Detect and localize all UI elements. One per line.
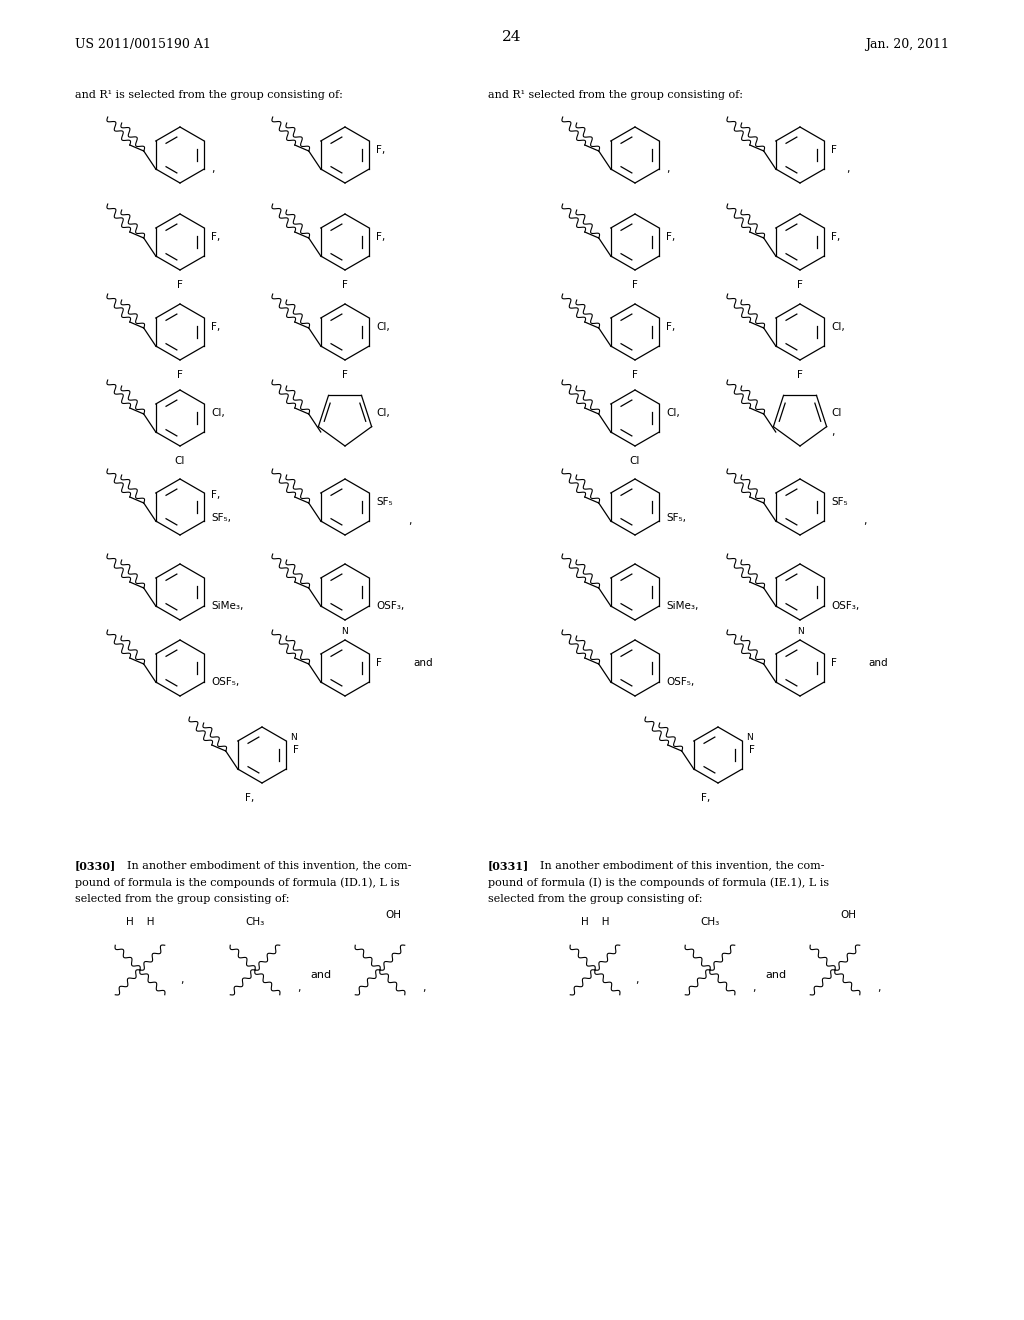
Text: ,: , (297, 983, 300, 993)
Text: pound of formula (I) is the compounds of formula (IE.1), L is: pound of formula (I) is the compounds of… (488, 876, 829, 887)
Text: SF₅: SF₅ (831, 498, 848, 507)
Text: selected from the group consisting of:: selected from the group consisting of: (75, 894, 290, 904)
Text: In another embodiment of this invention, the com-: In another embodiment of this invention,… (120, 861, 412, 870)
Text: SF₅,: SF₅, (666, 513, 686, 523)
Text: SF₅: SF₅ (376, 498, 392, 507)
Text: F,: F, (666, 322, 675, 333)
Text: 24: 24 (502, 30, 522, 44)
Text: N: N (745, 733, 753, 742)
Text: Cl: Cl (175, 455, 185, 466)
Text: SiMe₃,: SiMe₃, (666, 601, 698, 611)
Text: F: F (632, 280, 638, 290)
Text: F: F (293, 744, 299, 755)
Text: F,: F, (666, 232, 675, 242)
Text: and: and (310, 970, 331, 979)
Text: ,: , (211, 164, 214, 174)
Text: Cl,: Cl, (211, 408, 224, 418)
Text: ,: , (635, 975, 639, 985)
Text: OH: OH (385, 909, 401, 920)
Text: ,: , (877, 983, 881, 993)
Text: F,: F, (211, 322, 220, 333)
Text: F: F (177, 370, 183, 380)
Text: ,: , (180, 975, 183, 985)
Text: F: F (797, 280, 803, 290)
Text: Jan. 20, 2011: Jan. 20, 2011 (865, 38, 949, 51)
Text: [0331]: [0331] (488, 861, 529, 871)
Text: F,: F, (246, 793, 255, 803)
Text: OSF₃,: OSF₃, (376, 601, 404, 611)
Text: N: N (290, 733, 297, 742)
Text: ,: , (408, 516, 412, 525)
Text: H    H: H H (581, 917, 609, 927)
Text: N: N (797, 627, 804, 636)
Text: and R¹ selected from the group consisting of:: and R¹ selected from the group consistin… (488, 90, 743, 100)
Text: ,: , (863, 516, 866, 525)
Text: F: F (749, 744, 755, 755)
Text: pound of formula is the compounds of formula (ID.1), L is: pound of formula is the compounds of for… (75, 876, 399, 887)
Text: CH₃: CH₃ (700, 917, 720, 927)
Text: N: N (342, 627, 348, 636)
Text: F: F (376, 657, 382, 668)
Text: US 2011/0015190 A1: US 2011/0015190 A1 (75, 38, 211, 51)
Text: F,: F, (211, 490, 220, 500)
Text: selected from the group consisting of:: selected from the group consisting of: (488, 894, 702, 904)
Text: F,: F, (831, 232, 841, 242)
Text: F: F (831, 657, 837, 668)
Text: and R¹ is selected from the group consisting of:: and R¹ is selected from the group consis… (75, 90, 343, 100)
Text: ,: , (422, 983, 426, 993)
Text: Cl,: Cl, (666, 408, 680, 418)
Text: OSF₃,: OSF₃, (831, 601, 859, 611)
Text: F: F (342, 370, 348, 380)
Text: In another embodiment of this invention, the com-: In another embodiment of this invention,… (534, 861, 824, 870)
Text: SiMe₃,: SiMe₃, (211, 601, 244, 611)
Text: F: F (177, 280, 183, 290)
Text: ,: , (846, 164, 849, 174)
Text: ,: , (831, 426, 835, 437)
Text: F: F (831, 145, 837, 154)
Text: OSF₅,: OSF₅, (211, 677, 240, 686)
Text: ,: , (752, 983, 756, 993)
Text: F,: F, (701, 793, 711, 803)
Text: Cl: Cl (630, 455, 640, 466)
Text: F: F (342, 280, 348, 290)
Text: ,: , (666, 164, 670, 174)
Text: OSF₅,: OSF₅, (666, 677, 694, 686)
Text: [0330]: [0330] (75, 861, 117, 871)
Text: OH: OH (840, 909, 856, 920)
Text: F: F (797, 370, 803, 380)
Text: CH₃: CH₃ (246, 917, 264, 927)
Text: F,: F, (376, 145, 385, 154)
Text: and: and (868, 657, 888, 668)
Text: F: F (632, 370, 638, 380)
Text: SF₅,: SF₅, (211, 513, 231, 523)
Text: F,: F, (211, 232, 220, 242)
Text: H    H: H H (126, 917, 155, 927)
Text: Cl: Cl (831, 408, 842, 418)
Text: Cl,: Cl, (831, 322, 845, 333)
Text: Cl,: Cl, (376, 322, 390, 333)
Text: F,: F, (376, 232, 385, 242)
Text: Cl,: Cl, (376, 408, 390, 418)
Text: and: and (413, 657, 432, 668)
Text: and: and (765, 970, 786, 979)
